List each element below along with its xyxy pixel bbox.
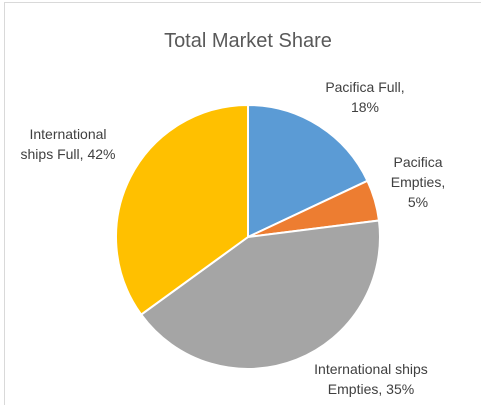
- label-category: Pacifica Full: [325, 79, 404, 95]
- data-label: Pacifica Empties 5%: [383, 152, 453, 212]
- label-value: 42%: [87, 146, 116, 162]
- data-label: International ships Full42%: [12, 124, 124, 164]
- chart-border: [4, 2, 481, 405]
- data-label: International ships Empties35%: [310, 359, 432, 399]
- data-label: Pacifica Full 18%: [325, 77, 405, 117]
- label-value: 18%: [350, 99, 380, 115]
- chart-title: Total Market Share: [164, 30, 332, 52]
- pie-slice: [139, 219, 381, 370]
- label-value: 35%: [386, 381, 415, 397]
- label-category: Pacifica Empties: [391, 154, 445, 190]
- pie-slice: [247, 103, 369, 239]
- label-value: 5%: [407, 194, 429, 210]
- pie-slice: [115, 103, 249, 316]
